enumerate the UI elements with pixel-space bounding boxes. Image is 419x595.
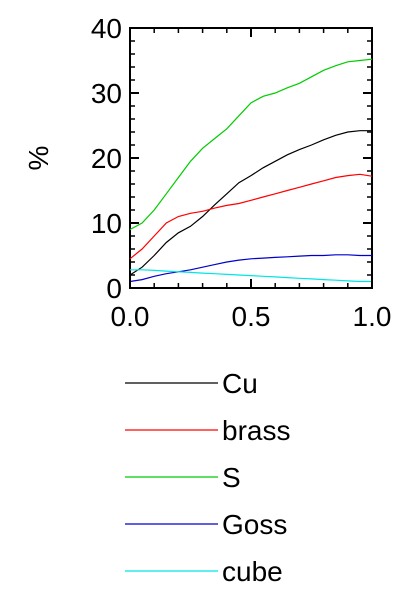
x-tick-label: 0.0 <box>111 301 150 332</box>
y-axis-label: % <box>23 146 54 171</box>
series-lines <box>129 58 373 283</box>
y-tick-label: 40 <box>91 13 122 44</box>
legend-label-goss: Goss <box>222 509 287 540</box>
legend-label-brass: brass <box>222 415 290 446</box>
x-ticks: 0.0 0.5 1.0 <box>111 28 392 332</box>
legend-label-cu: Cu <box>222 368 258 399</box>
y-tick-label: 30 <box>91 78 122 109</box>
plot-area-border <box>129 27 373 289</box>
series-line-cu <box>129 130 372 276</box>
legend-label-cube: cube <box>222 556 283 587</box>
series-line-goss <box>129 254 372 283</box>
y-tick-label: 0 <box>106 273 122 304</box>
x-tick-label: 1.0 <box>353 301 392 332</box>
x-tick-label: 0.5 <box>232 301 271 332</box>
series-line-brass <box>129 173 373 260</box>
y-tick-label: 10 <box>91 208 122 239</box>
series-line-s <box>129 58 373 231</box>
y-tick-label: 20 <box>91 143 122 174</box>
plot-frame <box>129 27 373 289</box>
legend-label-s: S <box>222 462 241 493</box>
series-line-cube <box>130 269 372 283</box>
y-ticks: 0 10 20 30 40 <box>91 13 372 304</box>
legend: Cu brass S Goss cube <box>125 368 290 587</box>
